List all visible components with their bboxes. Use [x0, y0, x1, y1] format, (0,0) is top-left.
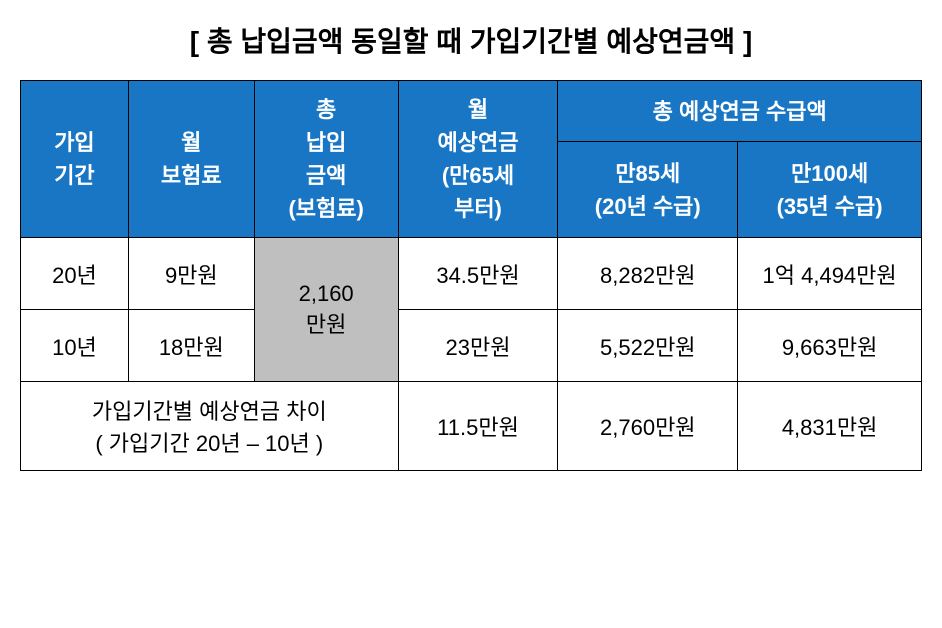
table-row-diff: 가입기간별 예상연금 차이( 가입기간 20년 – 10년 ) 11.5만원 2…	[21, 382, 922, 471]
pension-table: 가입기간 월보험료 총납입금액(보험료) 월예상연금(만65세부터) 총 예상연…	[20, 80, 922, 471]
cell-diff-age100: 4,831만원	[738, 382, 922, 471]
cell-age100: 1억 4,494만원	[738, 238, 922, 310]
header-row-1: 가입기간 월보험료 총납입금액(보험료) 월예상연금(만65세부터) 총 예상연…	[21, 81, 922, 142]
table-row: 20년 9만원 2,160만원 34.5만원 8,282만원 1억 4,494만…	[21, 238, 922, 310]
cell-diff-monthly: 11.5만원	[398, 382, 558, 471]
cell-monthly: 23만원	[398, 310, 558, 382]
header-premium: 월보험료	[128, 81, 254, 238]
cell-monthly: 34.5만원	[398, 238, 558, 310]
cell-period: 20년	[21, 238, 129, 310]
header-period: 가입기간	[21, 81, 129, 238]
cell-premium: 9만원	[128, 238, 254, 310]
header-age100: 만100세(35년 수급)	[738, 142, 922, 238]
cell-age85: 8,282만원	[558, 238, 738, 310]
page-title: [ 총 납입금액 동일할 때 가입기간별 예상연금액 ]	[20, 20, 922, 60]
cell-age85: 5,522만원	[558, 310, 738, 382]
header-total-payment: 총납입금액(보험료)	[254, 81, 398, 238]
header-monthly-pension: 월예상연금(만65세부터)	[398, 81, 558, 238]
cell-period: 10년	[21, 310, 129, 382]
cell-diff-age85: 2,760만원	[558, 382, 738, 471]
table-row: 10년 18만원 23만원 5,522만원 9,663만원	[21, 310, 922, 382]
cell-premium: 18만원	[128, 310, 254, 382]
cell-merged-total: 2,160만원	[254, 238, 398, 382]
cell-diff-label: 가입기간별 예상연금 차이( 가입기간 20년 – 10년 )	[21, 382, 399, 471]
header-age85: 만85세(20년 수급)	[558, 142, 738, 238]
header-total-pension-group: 총 예상연금 수급액	[558, 81, 922, 142]
cell-age100: 9,663만원	[738, 310, 922, 382]
